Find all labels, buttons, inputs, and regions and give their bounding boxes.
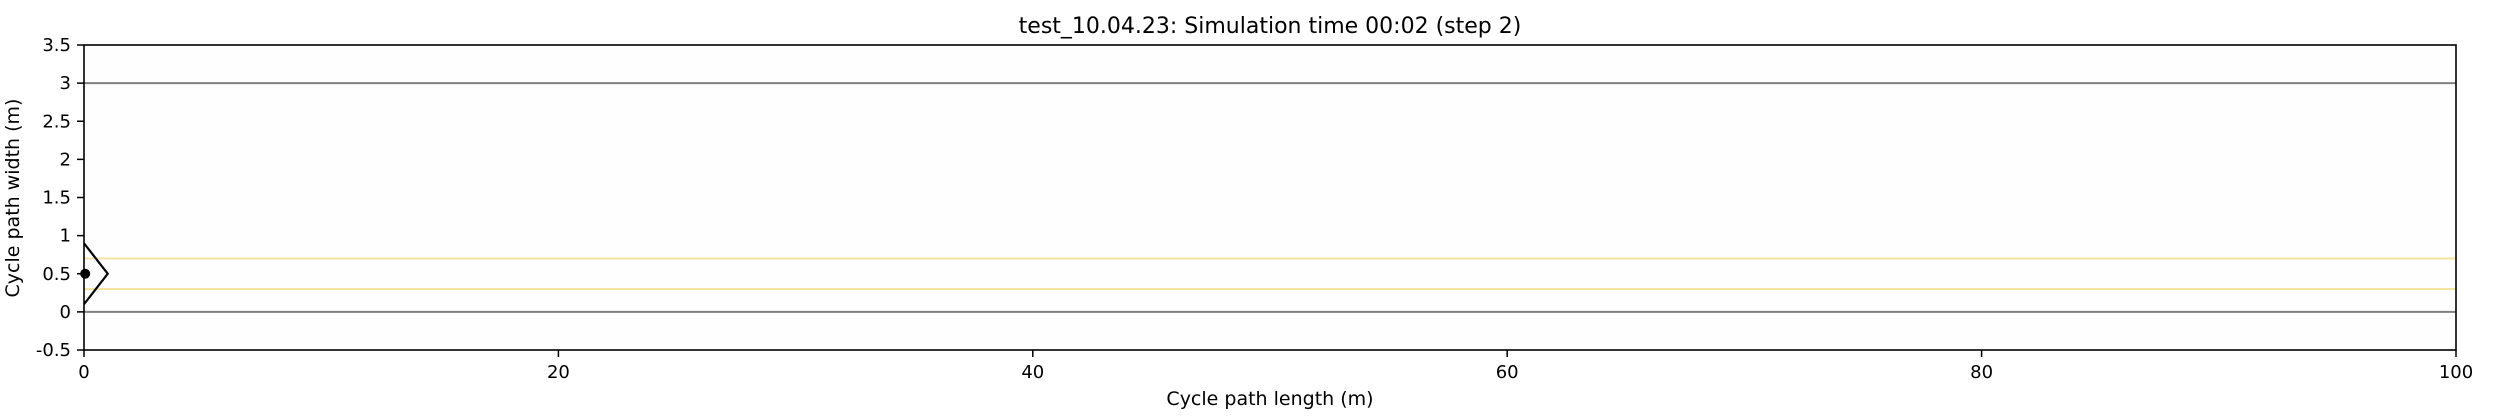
- marker-layer: [80, 242, 110, 305]
- y-tick-label: 3.5: [42, 35, 71, 56]
- y-tick-label: 1: [60, 226, 71, 247]
- y-tick-label: 3: [60, 73, 71, 94]
- y-tick-label: 1.5: [42, 188, 71, 209]
- x-axis-label: Cycle path length (m): [1166, 388, 1373, 410]
- cyclist-position-dot-0: [80, 268, 91, 279]
- y-tick-label: 2: [60, 149, 71, 170]
- x-tick-label: 100: [2439, 362, 2473, 383]
- y-axis-label: Cycle path width (m): [2, 99, 24, 298]
- y-tick-label: -0.5: [36, 340, 71, 361]
- chart-title: test_10.04.23: Simulation time 00:02 (st…: [1019, 14, 1522, 39]
- cyclist-outline-0: [83, 242, 110, 305]
- series-layer: [84, 82, 2456, 313]
- x-tick-label: 80: [1970, 362, 1993, 383]
- plot-area: [84, 45, 2456, 350]
- x-axis-ticks: 0 20 40 60 80 100: [78, 350, 2473, 383]
- y-tick-label: 2.5: [42, 111, 71, 132]
- x-tick-label: 60: [1496, 362, 1519, 383]
- x-tick-label: 40: [1021, 362, 1044, 383]
- y-axis-ticks: -0.5 0 0.5 1 1.5 2 2.5 3 3.5: [36, 35, 84, 361]
- x-tick-label: 0: [78, 362, 89, 383]
- y-tick-label: 0.5: [42, 264, 71, 285]
- x-tick-label: 20: [547, 362, 570, 383]
- y-tick-label: 0: [60, 302, 71, 323]
